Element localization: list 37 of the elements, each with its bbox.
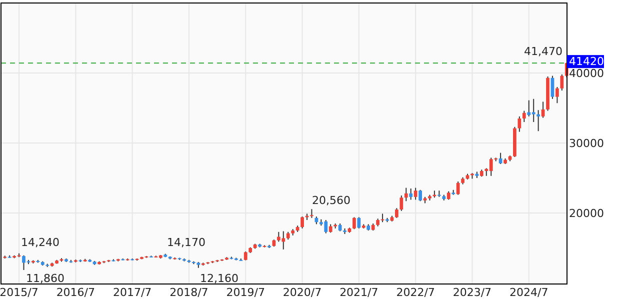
annotation: 20,560: [312, 194, 350, 207]
candlestick: [300, 216, 304, 229]
candlestick: [518, 116, 522, 132]
candlestick: [394, 208, 398, 218]
candlestick: [498, 152, 502, 165]
candlestick: [414, 187, 418, 200]
x-tick-label: 2017/7: [112, 286, 152, 299]
x-tick-label: 2016/7: [56, 286, 96, 299]
annotation: 14,170: [167, 236, 206, 249]
candlestick: [409, 188, 413, 200]
annotation: 41,470: [524, 45, 562, 58]
y-tick-label: 30000: [569, 137, 604, 150]
x-tick-label: 2022/7: [396, 286, 435, 299]
candlestick: [352, 216, 356, 230]
candlestick: [536, 110, 540, 132]
x-tick-label: 2018/7: [170, 286, 208, 299]
candlestick: [560, 74, 564, 92]
x-tick-label: 2019/7: [226, 286, 265, 299]
annotation: 12,160: [200, 272, 238, 285]
x-tick-label: 2021/7: [340, 286, 378, 299]
ref-line-label: 41420: [569, 55, 604, 68]
candlestick: [404, 187, 408, 202]
annotation: 14,240: [21, 236, 60, 249]
candlestick: [357, 216, 361, 229]
candlestick: [522, 110, 526, 123]
candlestick: [418, 189, 422, 202]
candlestick: [556, 86, 559, 104]
x-tick-label: 2023/7: [452, 286, 492, 299]
candlestick: [310, 208, 314, 218]
x-tick-label: 2020/7: [282, 286, 322, 299]
x-tick-label: 2015/7: [0, 286, 38, 299]
candlestick: [456, 181, 460, 196]
x-tick-label: 2024/7: [510, 286, 548, 299]
y-tick-label: 20000: [569, 207, 604, 220]
y-tick-label: 40000: [569, 67, 604, 80]
annotation: 11,860: [26, 272, 64, 285]
candlestick: [400, 195, 404, 212]
